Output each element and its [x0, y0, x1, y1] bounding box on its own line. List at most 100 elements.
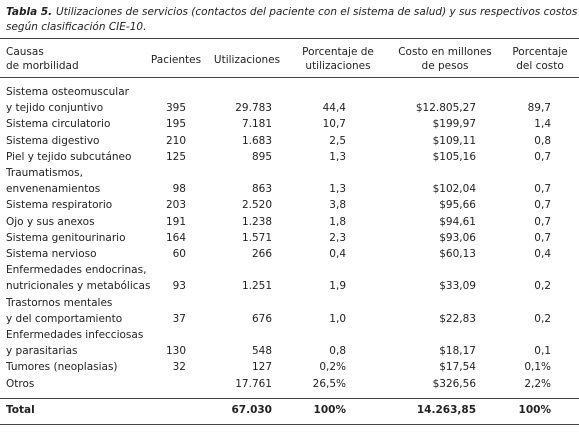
- cell: $199,97: [432, 118, 476, 131]
- cause-label: y tejido conjuntivo: [6, 101, 104, 114]
- cell: 2,2%: [524, 377, 551, 390]
- cell: 98: [172, 182, 186, 195]
- column-header: Costo en millones: [398, 45, 492, 58]
- cell: 0,7: [534, 182, 551, 195]
- cell: 203: [165, 199, 186, 212]
- cause-label: Sistema respiratorio: [6, 199, 113, 212]
- cell: 1.251: [241, 280, 272, 293]
- cell: 266: [251, 247, 272, 260]
- cell: 1,3: [329, 150, 346, 163]
- total-cell: 67.030: [231, 403, 272, 416]
- cell: 1.571: [241, 231, 272, 244]
- column-header: Porcentaje de: [302, 45, 374, 58]
- cell: $33,09: [439, 280, 476, 293]
- cause-label: Sistema nervioso: [6, 247, 97, 260]
- cause-label: Ojo y sus anexos: [6, 215, 95, 228]
- column-header: Causas: [6, 45, 44, 58]
- cell: $17,54: [439, 361, 476, 374]
- total-label: Total: [6, 403, 35, 416]
- cell: 1.238: [241, 215, 272, 228]
- total-cell: 14.263,85: [416, 403, 476, 416]
- cell: $95,66: [439, 199, 476, 212]
- cell: 26,5%: [312, 377, 346, 390]
- total-cell: 100%: [518, 403, 551, 416]
- cell: $105,16: [432, 150, 476, 163]
- column-header: del costo: [516, 59, 564, 72]
- cell: 125: [165, 150, 186, 163]
- bottom-rule: [0, 424, 579, 425]
- cell: 37: [172, 312, 186, 325]
- cell: 676: [251, 312, 272, 325]
- caption-label: Tabla 5.: [6, 5, 53, 18]
- cell: 0,8: [534, 134, 551, 147]
- cell: 0,4: [534, 247, 551, 260]
- cause-label: Enfermedades endocrinas,: [6, 263, 147, 276]
- cell: 1,3: [329, 182, 346, 195]
- cell: 895: [251, 150, 272, 163]
- cause-label: y parasitarias: [6, 344, 78, 357]
- cell: 0,7: [534, 150, 551, 163]
- column-header: utilizaciones: [305, 59, 371, 72]
- cell: $326,56: [432, 377, 476, 390]
- cell: 130: [165, 344, 186, 357]
- cause-label: Sistema circulatorio: [6, 118, 111, 131]
- cell: 548: [251, 344, 272, 357]
- top-rule: [0, 38, 579, 39]
- header-rule: [0, 77, 579, 78]
- cell: 93: [172, 280, 186, 293]
- cause-label: Trastornos mentales: [6, 296, 113, 309]
- cell: $94,61: [439, 215, 476, 228]
- cell: 32: [172, 361, 186, 374]
- cause-label: Traumatismos,: [6, 166, 83, 179]
- cell: 863: [251, 182, 272, 195]
- cause-label: envenenamientos: [6, 182, 101, 195]
- caption-text: según clasificación CIE-10.: [6, 20, 147, 33]
- cell: 0,2: [534, 312, 551, 325]
- cell: 2.520: [241, 199, 272, 212]
- cause-label: Otros: [6, 377, 35, 390]
- cell: 10,7: [322, 118, 346, 131]
- column-header: de pesos: [421, 59, 469, 72]
- column-header: Pacientes: [150, 53, 202, 66]
- cell: 3,8: [329, 199, 346, 212]
- cause-label: Tumores (neoplasias): [6, 361, 118, 374]
- total-rule: [0, 398, 579, 399]
- cell: $60,13: [439, 247, 476, 260]
- cause-label: Sistema digestivo: [6, 134, 100, 147]
- cell: 2,5: [329, 134, 346, 147]
- cell: 0,7: [534, 199, 551, 212]
- cell: $109,11: [432, 134, 476, 147]
- cell: 0,8: [329, 344, 346, 357]
- cell: $102,04: [432, 182, 476, 195]
- cell: 0,1%: [524, 361, 551, 374]
- cell: 0,7: [534, 231, 551, 244]
- cell: 0,4: [329, 247, 346, 260]
- cell: 0,2: [534, 280, 551, 293]
- cell: 17.761: [235, 377, 272, 390]
- cell: 1,0: [329, 312, 346, 325]
- column-header: Utilizaciones: [213, 53, 281, 66]
- column-header: de morbilidad: [6, 59, 79, 72]
- cell: 1.683: [241, 134, 272, 147]
- cell: 89,7: [527, 101, 551, 114]
- cell: 1,8: [329, 215, 346, 228]
- cell: 7.181: [241, 118, 272, 131]
- cell: $18,17: [439, 344, 476, 357]
- cell: 210: [165, 134, 186, 147]
- cause-label: y del comportamiento: [6, 312, 123, 325]
- cell: 44,4: [322, 101, 346, 114]
- cell: 1,9: [329, 280, 346, 293]
- cause-label: Sistema osteomuscular: [6, 85, 129, 98]
- cell: 29.783: [235, 101, 272, 114]
- cause-label: Sistema genitourinario: [6, 231, 126, 244]
- cell: 0,2%: [319, 361, 346, 374]
- cell: 191: [165, 215, 186, 228]
- cause-label: Piel y tejido subcutáneo: [6, 150, 132, 163]
- cell: 2,3: [329, 231, 346, 244]
- cell: 1,4: [534, 118, 551, 131]
- cause-label: Enfermedades infecciosas: [6, 328, 144, 341]
- cell: 0,1: [534, 344, 551, 357]
- cell: 60: [172, 247, 186, 260]
- cell: 127: [251, 361, 272, 374]
